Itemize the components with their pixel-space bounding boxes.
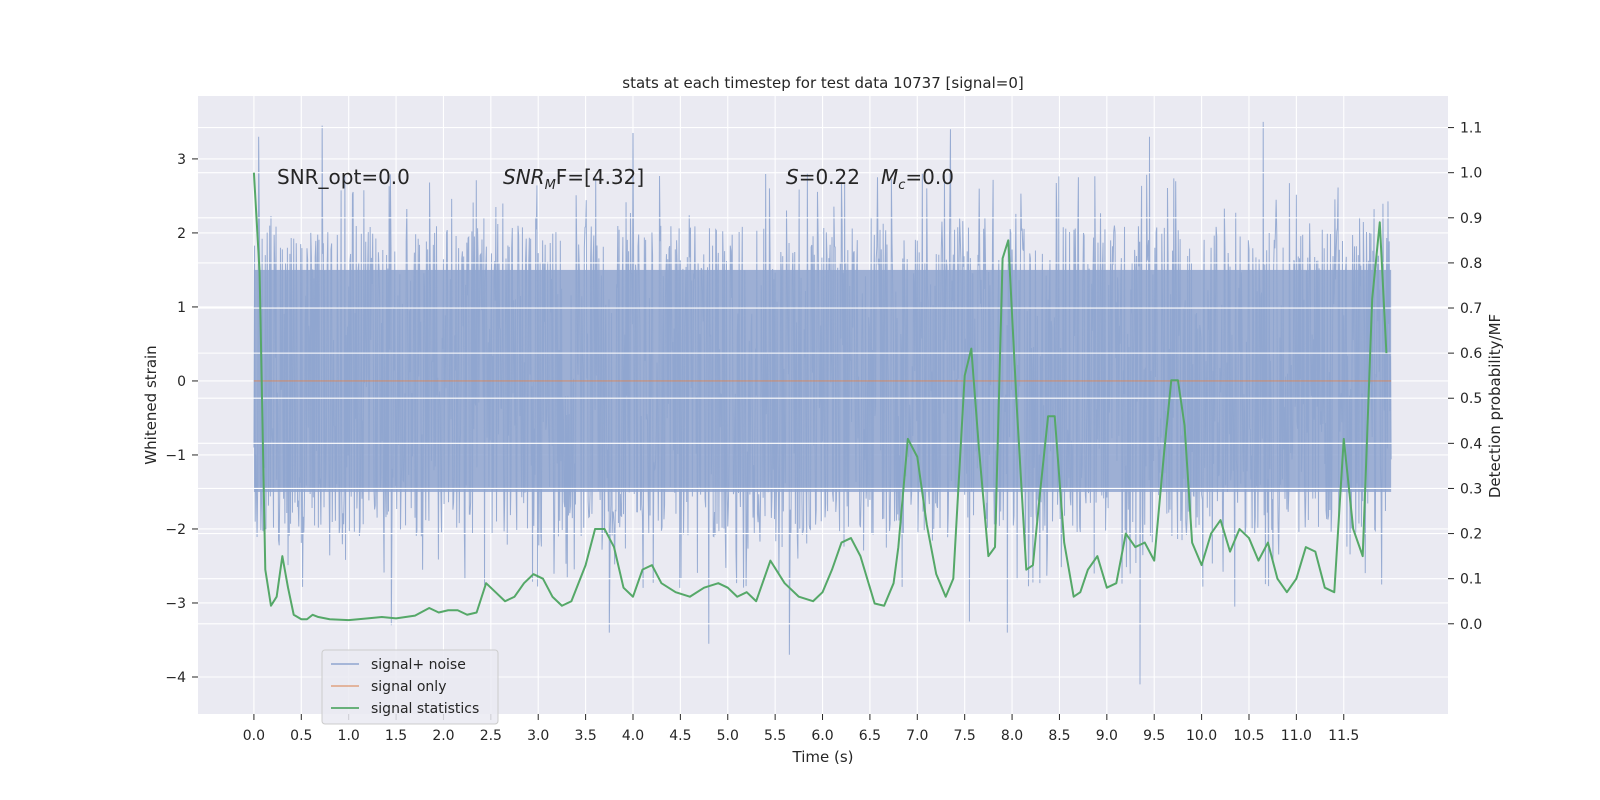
y2-tick-label: 0.4: [1460, 436, 1482, 452]
snr-mf-value: F=[4.32]: [556, 165, 644, 189]
x-tick-label: 11.0: [1281, 728, 1312, 744]
mc-value: =0.0: [905, 165, 954, 189]
x-tick-label: 7.0: [906, 728, 928, 744]
y-tick-label: −4: [165, 670, 186, 686]
s-symbol: S: [786, 165, 799, 189]
y2-tick-label: 0.6: [1460, 346, 1482, 362]
y2-tick-label: 0.3: [1460, 481, 1482, 497]
y2-axis-ticks: 1.1 1.0 0.9 0.8 0.7 0.6 0.5 0.4 0.3 0.2 0.1 0.0: [1448, 121, 1482, 633]
y2-tick-label: 0.9: [1460, 211, 1482, 227]
y2-tick-label: 0.0: [1460, 617, 1482, 633]
x-tick-label: 1.5: [385, 728, 407, 744]
x-tick-label: 11.5: [1328, 728, 1359, 744]
x-tick-label: 4.5: [669, 728, 691, 744]
x-tick-label: 6.5: [859, 728, 881, 744]
legend-label-noise: signal+ noise: [371, 657, 466, 673]
noise-line: [253, 121, 1392, 685]
y2-tick-label: 0.2: [1460, 527, 1482, 543]
x-tick-label: 10.0: [1186, 728, 1217, 744]
x-tick-label: 2.5: [480, 728, 502, 744]
chart-title: stats at each timestep for test data 107…: [622, 74, 1023, 92]
snr-mf-subscript: M: [545, 178, 556, 193]
x-axis-ticks: 0.0 0.5 1.0 1.5 2.0 2.5 3.0 3.5 4.0 4.5 5.0 5.5 6.0 6…: [243, 714, 1359, 744]
y-tick-label: 1: [177, 300, 186, 316]
x-tick-label: 10.5: [1233, 728, 1264, 744]
x-axis-label: Time (s): [792, 748, 854, 766]
x-tick-label: 7.5: [954, 728, 976, 744]
y-axis-ticks: 3 2 1 0 −1 −2 −3 −4: [165, 152, 198, 686]
x-tick-label: 8.0: [1001, 728, 1023, 744]
snr-mf-symbol: SNR: [503, 165, 545, 189]
legend-label-signal: signal only: [371, 679, 446, 695]
y-tick-label: −1: [165, 448, 186, 464]
x-tick-label: 9.5: [1143, 728, 1165, 744]
x-tick-label: 1.0: [338, 728, 360, 744]
x-tick-label: 3.0: [527, 728, 549, 744]
legend-box: [321, 649, 499, 725]
y2-tick-label: 0.5: [1460, 391, 1482, 407]
signal-statistics-line: [252, 172, 1388, 622]
x-tick-label: 3.5: [574, 728, 596, 744]
y-tick-label: 0: [177, 374, 186, 390]
annotation-snr-mf: SNRMF=[4.32]: [503, 165, 644, 193]
grid-overlay: [198, 127, 1448, 625]
annotation-snr-opt: SNR_opt=0.0: [277, 165, 410, 189]
y-tick-label: −3: [165, 596, 186, 612]
y-axis-label: Whitened strain: [142, 345, 160, 464]
x-tick-label: 4.0: [622, 728, 644, 744]
y2-tick-label: 1.1: [1460, 121, 1482, 137]
legend-label-stats: signal statistics: [371, 701, 479, 717]
mc-subscript: c: [898, 178, 905, 193]
x-tick-label: 5.0: [717, 728, 739, 744]
y2-axis-label: Detection probability/MF: [1486, 314, 1504, 498]
y-tick-label: 3: [177, 152, 186, 168]
annotation-mc: Mc=0.0: [881, 165, 954, 193]
x-tick-label: 5.5: [764, 728, 786, 744]
s-value: =0.22: [799, 165, 860, 189]
y2-tick-label: 0.8: [1460, 256, 1482, 272]
x-tick-label: 2.0: [432, 728, 454, 744]
x-tick-label: 6.0: [811, 728, 833, 744]
x-tick-label: 0.5: [290, 728, 312, 744]
y2-tick-label: 0.7: [1460, 301, 1482, 317]
y2-tick-label: 1.0: [1460, 166, 1482, 182]
y-tick-label: −2: [165, 522, 186, 538]
y2-tick-label: 0.1: [1460, 572, 1482, 588]
x-tick-label: 8.5: [1048, 728, 1070, 744]
signal-statistics-series: [252, 172, 1388, 622]
legend: signal+ noise signal only signal statist…: [321, 649, 499, 725]
x-tick-label: 9.0: [1096, 728, 1118, 744]
mc-symbol: M: [881, 165, 898, 189]
y-tick-label: 2: [177, 226, 186, 242]
annotation-s: S=0.22: [786, 165, 860, 189]
x-tick-label: 0.0: [243, 728, 265, 744]
